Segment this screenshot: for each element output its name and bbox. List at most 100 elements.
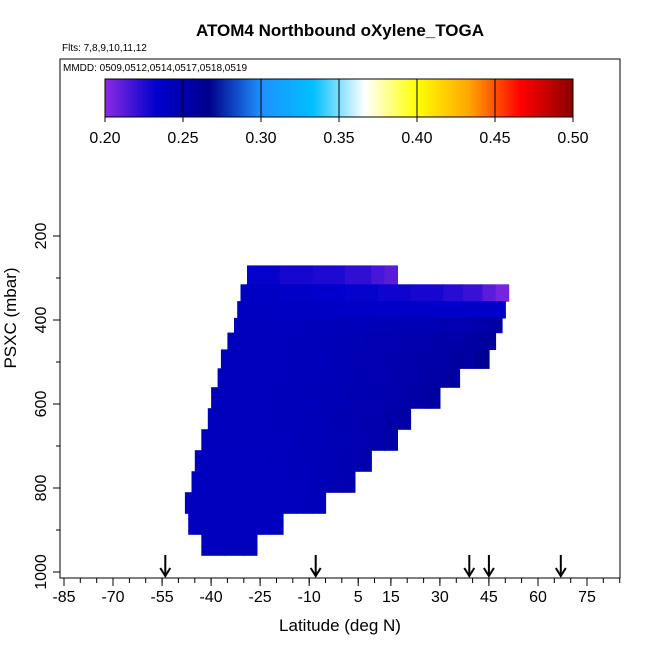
x-tick-label: 75	[578, 589, 596, 606]
x-tick-label: -85	[52, 589, 75, 606]
x-tick-label: 30	[431, 589, 449, 606]
x-tick-label: 60	[529, 589, 547, 606]
x-tick-label: 15	[382, 589, 400, 606]
heatmap-cell	[495, 284, 510, 302]
heatmap-cell	[384, 265, 398, 285]
heatmap-cell	[384, 429, 398, 451]
x-tick-label: -25	[249, 589, 272, 606]
heatmap-cell	[220, 349, 261, 369]
heatmap-cell	[407, 387, 428, 409]
down-arrow-icon	[463, 555, 476, 578]
heatmap-cell	[250, 387, 284, 409]
heatmap-cell	[220, 513, 255, 535]
heatmap-cell	[377, 284, 412, 302]
heatmap-cell	[315, 387, 349, 409]
heatmap-cell	[322, 368, 356, 388]
heatmap-cell	[387, 368, 421, 388]
heatmap-cell	[338, 317, 372, 334]
heatmap-cell	[269, 513, 284, 535]
heatmap-cell	[358, 450, 372, 472]
heatmap-cell	[309, 471, 330, 493]
heatmap-cell	[332, 332, 366, 350]
y-tick-label: 400	[33, 307, 50, 334]
y-tick-label: 1000	[33, 554, 50, 590]
heatmap-cell	[397, 408, 412, 430]
heatmap-cell	[312, 492, 327, 514]
heatmap-cell	[305, 408, 333, 430]
heatmap-cell	[325, 429, 353, 451]
heatmap-cell	[312, 265, 346, 285]
heatmap-cell	[417, 349, 451, 369]
heatmap-cell	[443, 284, 464, 302]
heatmap-cell	[449, 349, 477, 369]
colorbar-tick-label: 0.35	[323, 130, 354, 147]
heatmap-cell	[234, 317, 274, 334]
heatmap-cell	[260, 349, 294, 369]
heatmap-cell	[403, 317, 438, 334]
heatmap-cell	[224, 534, 245, 556]
heatmap-cell	[247, 408, 281, 430]
heatmap-cell	[407, 301, 441, 319]
y-axis: 200 400 600 800 1000	[33, 223, 60, 590]
heatmap-cell	[227, 332, 268, 350]
colorbar-tick-label: 0.40	[401, 130, 432, 147]
heatmap-cell	[299, 332, 333, 350]
heatmap-cell	[371, 265, 385, 285]
heatmap-cell	[351, 429, 372, 451]
heatmap-cell	[283, 492, 297, 514]
heatmap-cell	[462, 284, 483, 302]
heatmap-cell	[217, 368, 258, 388]
heatmap-cell	[256, 492, 284, 514]
heatmap-cell	[410, 284, 444, 302]
heatmap-cell	[266, 332, 300, 350]
heatmap-cell	[426, 387, 441, 409]
heatmap-cell	[309, 301, 343, 319]
heatmap-cell	[354, 368, 389, 388]
heatmap-cell	[266, 450, 294, 472]
heatmap-cell	[201, 534, 225, 556]
heatmap-cell	[237, 301, 277, 319]
heatmap-cell	[243, 534, 258, 556]
heatmap-cell	[299, 429, 327, 451]
heatmap-cell	[273, 429, 300, 451]
heatmap-cell	[188, 513, 222, 535]
y-tick-label: 800	[33, 475, 50, 502]
heatmap-cell	[446, 368, 461, 388]
heatmap-cell	[312, 284, 346, 302]
colorbar-tick-label: 0.20	[89, 130, 120, 147]
heatmap-cell	[374, 301, 408, 319]
heatmap-cell	[289, 471, 310, 493]
heatmap-cell	[191, 471, 232, 493]
heatmap-cell	[371, 317, 405, 334]
heatmap-cell	[332, 408, 359, 430]
heatmap-cell	[194, 450, 235, 472]
heatmap-cell	[292, 349, 327, 369]
heatmap-cell	[319, 450, 340, 472]
heatmap-cell	[289, 368, 323, 388]
heatmap-cell	[273, 317, 307, 334]
heatmap-cell	[184, 492, 225, 514]
heatmap-cell	[305, 317, 340, 334]
heatmap-cell	[345, 284, 379, 302]
y-axis-label: PSXC (mbar)	[1, 267, 20, 368]
heatmap-cell	[230, 471, 264, 493]
heatmap-cell	[381, 387, 408, 409]
heatmap-cell	[439, 301, 474, 319]
flight-arrows	[159, 555, 567, 578]
heatmap-cell	[211, 387, 251, 409]
heatmap-cell	[482, 284, 497, 302]
x-tick-label: -55	[151, 589, 174, 606]
heatmap-cell	[328, 471, 343, 493]
y-tick-label: 200	[33, 223, 50, 250]
heatmap-cell	[348, 387, 382, 409]
heatmap-cell	[234, 450, 268, 472]
heatmap-cell	[345, 265, 372, 285]
x-tick-label: -70	[101, 589, 124, 606]
x-tick-label: -10	[298, 589, 321, 606]
colorbar-tick-label: 0.45	[479, 130, 510, 147]
heatmap-cell	[384, 349, 418, 369]
heatmap-cell	[341, 471, 356, 493]
chart-title: ATOM4 Northbound oXylene_TOGA	[196, 21, 484, 40]
heatmap-cell	[371, 429, 385, 451]
